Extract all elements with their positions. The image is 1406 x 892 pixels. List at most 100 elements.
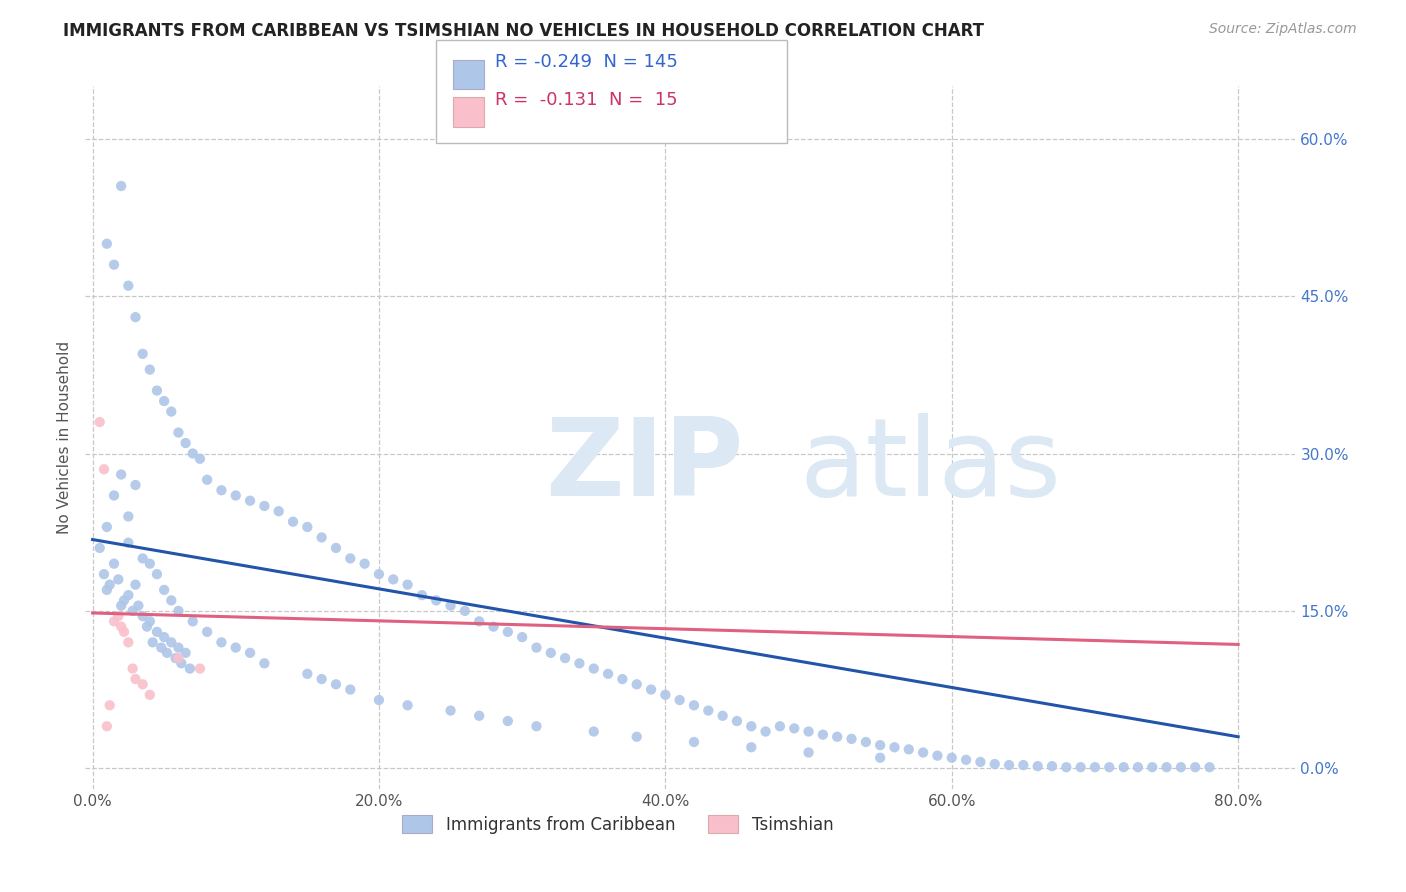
Point: [368, 693, 391, 707]
Point: [697, 704, 720, 718]
Point: [869, 750, 891, 764]
Point: [769, 719, 792, 733]
Point: [209, 483, 232, 498]
Point: [612, 672, 634, 686]
Point: [1142, 760, 1164, 774]
Point: [96, 719, 118, 733]
Point: [188, 451, 211, 466]
Point: [103, 615, 125, 629]
Point: [136, 619, 159, 633]
Text: R = -0.249  N = 145: R = -0.249 N = 145: [495, 54, 678, 71]
Point: [725, 714, 748, 728]
Point: [783, 722, 806, 736]
Point: [325, 541, 347, 555]
Point: [117, 588, 139, 602]
Point: [146, 384, 169, 398]
Point: [582, 662, 605, 676]
Point: [482, 619, 505, 633]
Point: [540, 646, 562, 660]
Point: [668, 693, 690, 707]
Point: [181, 446, 204, 460]
Point: [117, 509, 139, 524]
Point: [96, 520, 118, 534]
Point: [160, 593, 183, 607]
Point: [1098, 760, 1121, 774]
Point: [755, 724, 778, 739]
Point: [983, 757, 1005, 772]
Point: [596, 666, 619, 681]
Point: [139, 362, 162, 376]
Point: [883, 740, 905, 755]
Point: [107, 609, 129, 624]
Point: [124, 478, 146, 492]
Point: [554, 651, 576, 665]
Point: [96, 582, 118, 597]
Point: [927, 748, 949, 763]
Point: [411, 588, 433, 602]
Point: [127, 599, 149, 613]
Text: R =  -0.131  N =  15: R = -0.131 N = 15: [495, 91, 678, 109]
Point: [941, 750, 963, 764]
Point: [225, 488, 247, 502]
Point: [117, 278, 139, 293]
Point: [167, 640, 190, 655]
Point: [353, 557, 375, 571]
Point: [121, 604, 143, 618]
Point: [131, 677, 153, 691]
Point: [209, 635, 232, 649]
Point: [131, 609, 153, 624]
Point: [969, 755, 991, 769]
Point: [110, 599, 132, 613]
Point: [253, 657, 276, 671]
Point: [869, 738, 891, 752]
Point: [117, 635, 139, 649]
Point: [1184, 760, 1206, 774]
Point: [339, 551, 361, 566]
Point: [797, 724, 820, 739]
Point: [510, 630, 533, 644]
Point: [124, 577, 146, 591]
Point: [103, 557, 125, 571]
Point: [170, 657, 193, 671]
Point: [110, 467, 132, 482]
Point: [1054, 760, 1077, 774]
Point: [188, 662, 211, 676]
Point: [841, 731, 863, 746]
Point: [110, 179, 132, 194]
Point: [339, 682, 361, 697]
Point: [396, 577, 419, 591]
Point: [239, 493, 262, 508]
Point: [121, 662, 143, 676]
Point: [89, 415, 111, 429]
Point: [1084, 760, 1107, 774]
Point: [811, 728, 834, 742]
Point: [640, 682, 662, 697]
Point: [107, 573, 129, 587]
Y-axis label: No Vehicles in Household: No Vehicles in Household: [58, 342, 72, 534]
Point: [98, 698, 121, 713]
Point: [174, 436, 197, 450]
Point: [1156, 760, 1178, 774]
Text: atlas: atlas: [800, 413, 1062, 519]
Point: [153, 394, 176, 409]
Legend: Immigrants from Caribbean, Tsimshian: Immigrants from Caribbean, Tsimshian: [402, 815, 834, 834]
Text: IMMIGRANTS FROM CARIBBEAN VS TSIMSHIAN NO VEHICLES IN HOUSEHOLD CORRELATION CHAR: IMMIGRANTS FROM CARIBBEAN VS TSIMSHIAN N…: [63, 22, 984, 40]
Point: [912, 746, 935, 760]
Point: [626, 677, 648, 691]
Point: [526, 640, 548, 655]
Point: [139, 615, 162, 629]
Point: [225, 640, 247, 655]
Point: [167, 604, 190, 618]
Point: [325, 677, 347, 691]
Point: [454, 604, 477, 618]
Text: Source: ZipAtlas.com: Source: ZipAtlas.com: [1209, 22, 1357, 37]
Point: [110, 619, 132, 633]
Point: [582, 724, 605, 739]
Point: [281, 515, 304, 529]
Point: [683, 735, 706, 749]
Point: [89, 541, 111, 555]
Point: [1112, 760, 1135, 774]
Point: [998, 758, 1021, 772]
Point: [1026, 759, 1049, 773]
Point: [468, 708, 491, 723]
